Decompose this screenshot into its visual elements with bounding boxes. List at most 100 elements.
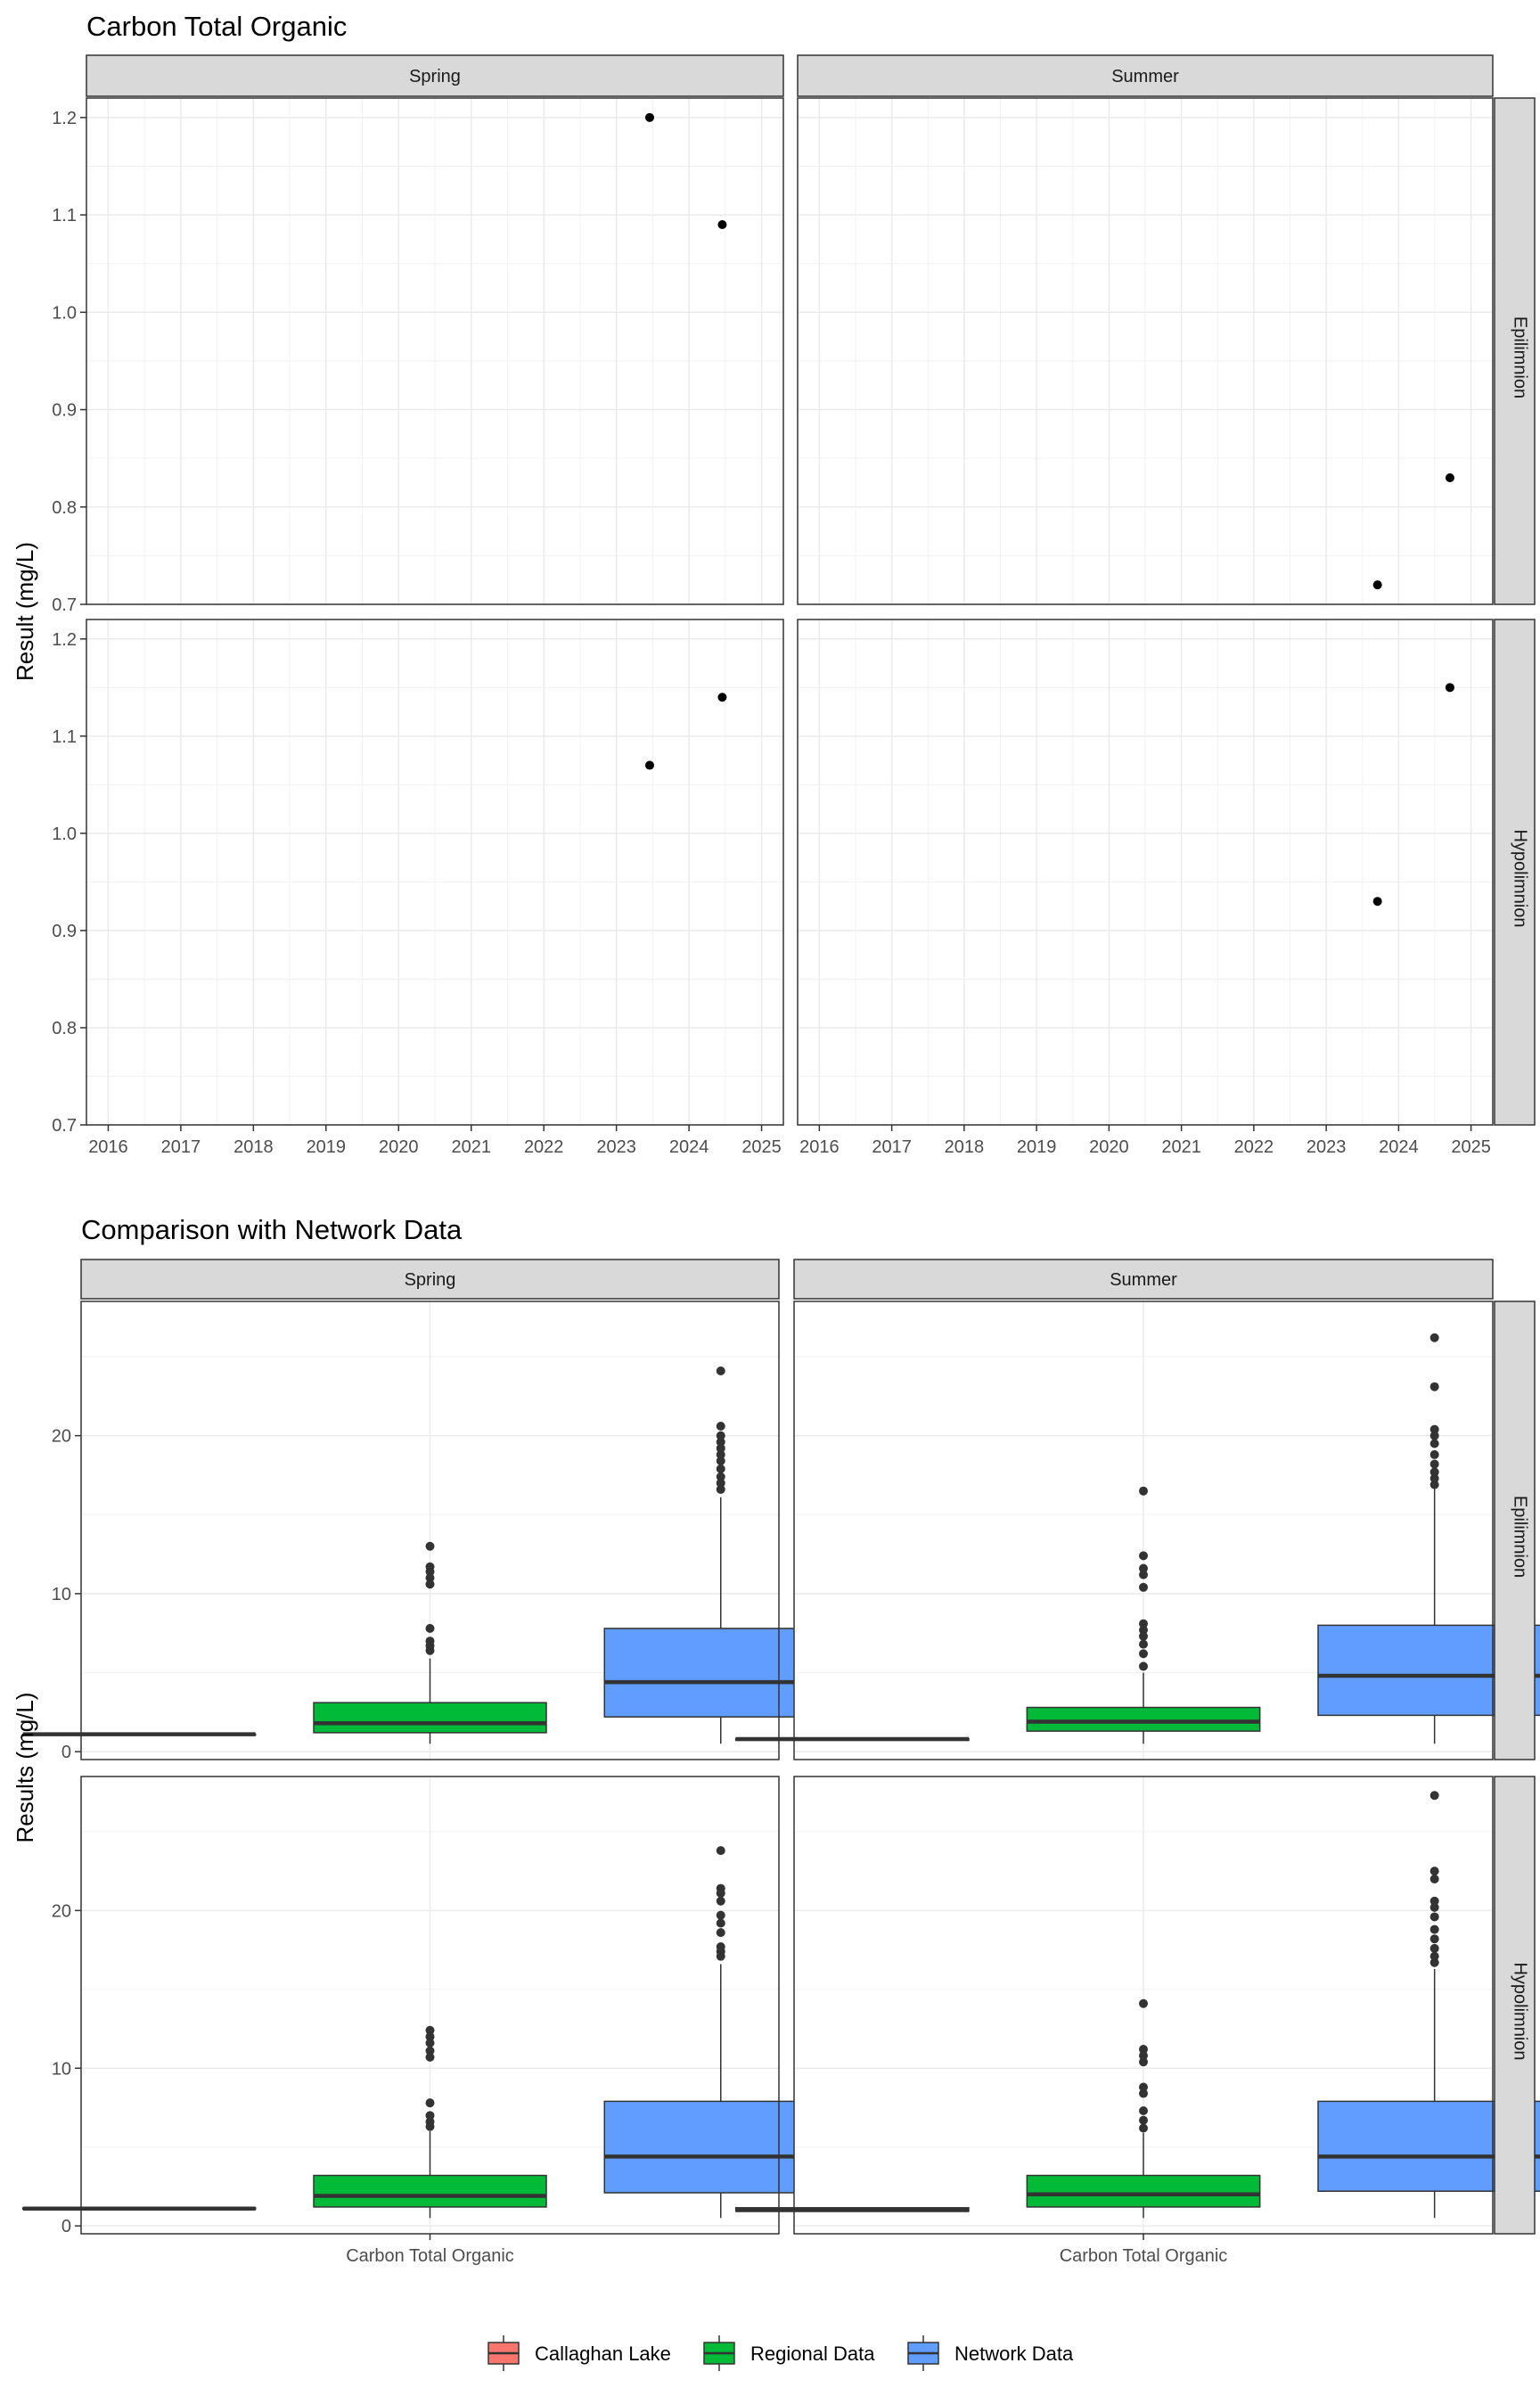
box-iqr <box>1026 1706 1261 1732</box>
y-tick-label: 1.0 <box>52 825 77 844</box>
panel-border <box>80 1301 780 1760</box>
outlier-point <box>1429 1934 1439 1944</box>
outlier-point <box>1429 1924 1439 1934</box>
data-point <box>644 760 654 770</box>
facet-label-hypolimnion: Hypolimnion <box>1511 1962 1530 2060</box>
outlier-point <box>1139 1649 1148 1659</box>
data-point <box>1445 473 1454 482</box>
outlier-point <box>1139 1563 1148 1573</box>
chart-title: Comparison with Network Data <box>81 1214 463 1245</box>
outlier-point <box>1429 1896 1439 1906</box>
outlier-point <box>425 1637 435 1646</box>
outlier-point <box>425 2046 435 2055</box>
chart-title: Carbon Total Organic <box>86 11 347 42</box>
facet-label-summer: Summer <box>1110 1270 1177 1290</box>
panel-border <box>86 97 784 605</box>
outlier-point <box>1139 2045 1148 2055</box>
x-tick-label: 2024 <box>669 1137 709 1157</box>
x-tick-label: 2018 <box>233 1137 274 1157</box>
outlier-point <box>1429 1467 1439 1477</box>
y-tick-label: 1.1 <box>52 206 77 226</box>
panel-border <box>797 97 1494 605</box>
outlier-point <box>716 1478 725 1488</box>
x-tick-label: 2025 <box>1451 1137 1491 1157</box>
outlier-point <box>1429 1424 1439 1434</box>
outlier-point <box>1139 2106 1148 2116</box>
outlier-point <box>1429 1867 1439 1876</box>
x-tick-label: 2017 <box>161 1137 201 1157</box>
outlier-point <box>1139 1551 1148 1561</box>
outlier-point <box>1139 1639 1148 1649</box>
outlier-point <box>716 1484 725 1494</box>
outlier-point <box>1429 1957 1439 1967</box>
facet-strip-hypolimnion <box>1494 619 1536 1126</box>
outlier-point <box>1139 1619 1148 1629</box>
boxplot-chart: Comparison with Network Data Spring Summer… <box>12 1214 1540 2371</box>
outlier-point <box>1429 1791 1439 1801</box>
x-tick-label: 2016 <box>799 1137 840 1157</box>
data-point <box>1445 683 1454 693</box>
outlier-point <box>1139 1582 1148 1592</box>
scatter-panel-spring-epilimnion <box>86 97 784 605</box>
x-tick-label: 2024 <box>1379 1137 1419 1157</box>
box-regional-data <box>313 1541 547 1744</box>
box-callaghan-lake <box>734 2207 970 2212</box>
y-tick-label: 20 <box>52 1427 71 1447</box>
outlier-point <box>716 1846 725 1856</box>
outlier-point <box>1139 1486 1148 1496</box>
y-tick-label: 10 <box>52 2059 71 2079</box>
facet-strip-summer <box>797 54 1494 97</box>
box-callaghan-lake <box>22 2206 257 2211</box>
facet-strip-hypolimnion <box>1494 1776 1536 2235</box>
outlier-point <box>716 1464 725 1473</box>
outlier-point <box>1139 1631 1148 1641</box>
y-tick-label: 0 <box>61 2217 71 2236</box>
box-iqr <box>313 1702 547 1734</box>
panel-border <box>86 619 784 1126</box>
outlier-point <box>1429 1449 1439 1459</box>
box-regional-data <box>313 2025 547 2219</box>
legend-label: Network Data <box>954 2343 1074 2365</box>
legend-label: Regional Data <box>750 2343 875 2365</box>
box-panel-spring-hypolimnion <box>22 1776 838 2235</box>
outlier-point <box>716 1456 725 1466</box>
outlier-point <box>425 2111 435 2121</box>
y-tick-label: 0.8 <box>52 1019 77 1038</box>
x-tick-label: 2021 <box>1161 1137 1201 1157</box>
outlier-point <box>425 1562 435 1571</box>
facet-label-epilimnion: Epilimnion <box>1511 316 1530 398</box>
outlier-point <box>425 2031 435 2041</box>
box-iqr <box>1026 2174 1261 2208</box>
outlier-point <box>716 1928 725 1938</box>
scatter-chart: Carbon Total Organic Spring Summer Epilimni… <box>12 11 1536 1157</box>
x-tick-label: 2025 <box>741 1137 782 1157</box>
data-point <box>717 693 727 702</box>
box-panel-summer-epilimnion <box>734 1301 1540 1760</box>
x-tick-label: 2017 <box>872 1137 912 1157</box>
outlier-point <box>425 2117 435 2127</box>
outlier-point <box>1429 1874 1439 1883</box>
legend: Callaghan Lake Regional Data Network Data <box>487 2335 1074 2371</box>
facet-label-summer: Summer <box>1111 67 1179 86</box>
facet-strip-spring <box>86 54 784 97</box>
data-point <box>644 112 654 122</box>
x-tick-label: 2021 <box>451 1137 491 1157</box>
outlier-point <box>1139 1570 1148 1580</box>
y-axis-title: Results (mg/L) <box>12 1692 38 1842</box>
outlier-point <box>716 1942 725 1952</box>
facet-strip-epilimnion <box>1494 1301 1536 1760</box>
facet-label-spring: Spring <box>409 67 461 86</box>
outlier-point <box>1139 1662 1148 1671</box>
outlier-point <box>1429 1902 1439 1912</box>
box-regional-data <box>1026 1998 1261 2219</box>
y-tick-label: 0.7 <box>52 1116 77 1136</box>
x-tick-label: 2019 <box>307 1137 347 1157</box>
legend-item-network-data: Network Data <box>907 2335 1074 2371</box>
outlier-point <box>425 2025 435 2035</box>
y-tick-label: 1.2 <box>52 630 77 650</box>
outlier-point <box>716 1883 725 1893</box>
outlier-point <box>425 2098 435 2108</box>
outlier-point <box>1139 2057 1148 2067</box>
box-panel-summer-hypolimnion <box>734 1776 1540 2235</box>
outlier-point <box>1429 1480 1439 1489</box>
